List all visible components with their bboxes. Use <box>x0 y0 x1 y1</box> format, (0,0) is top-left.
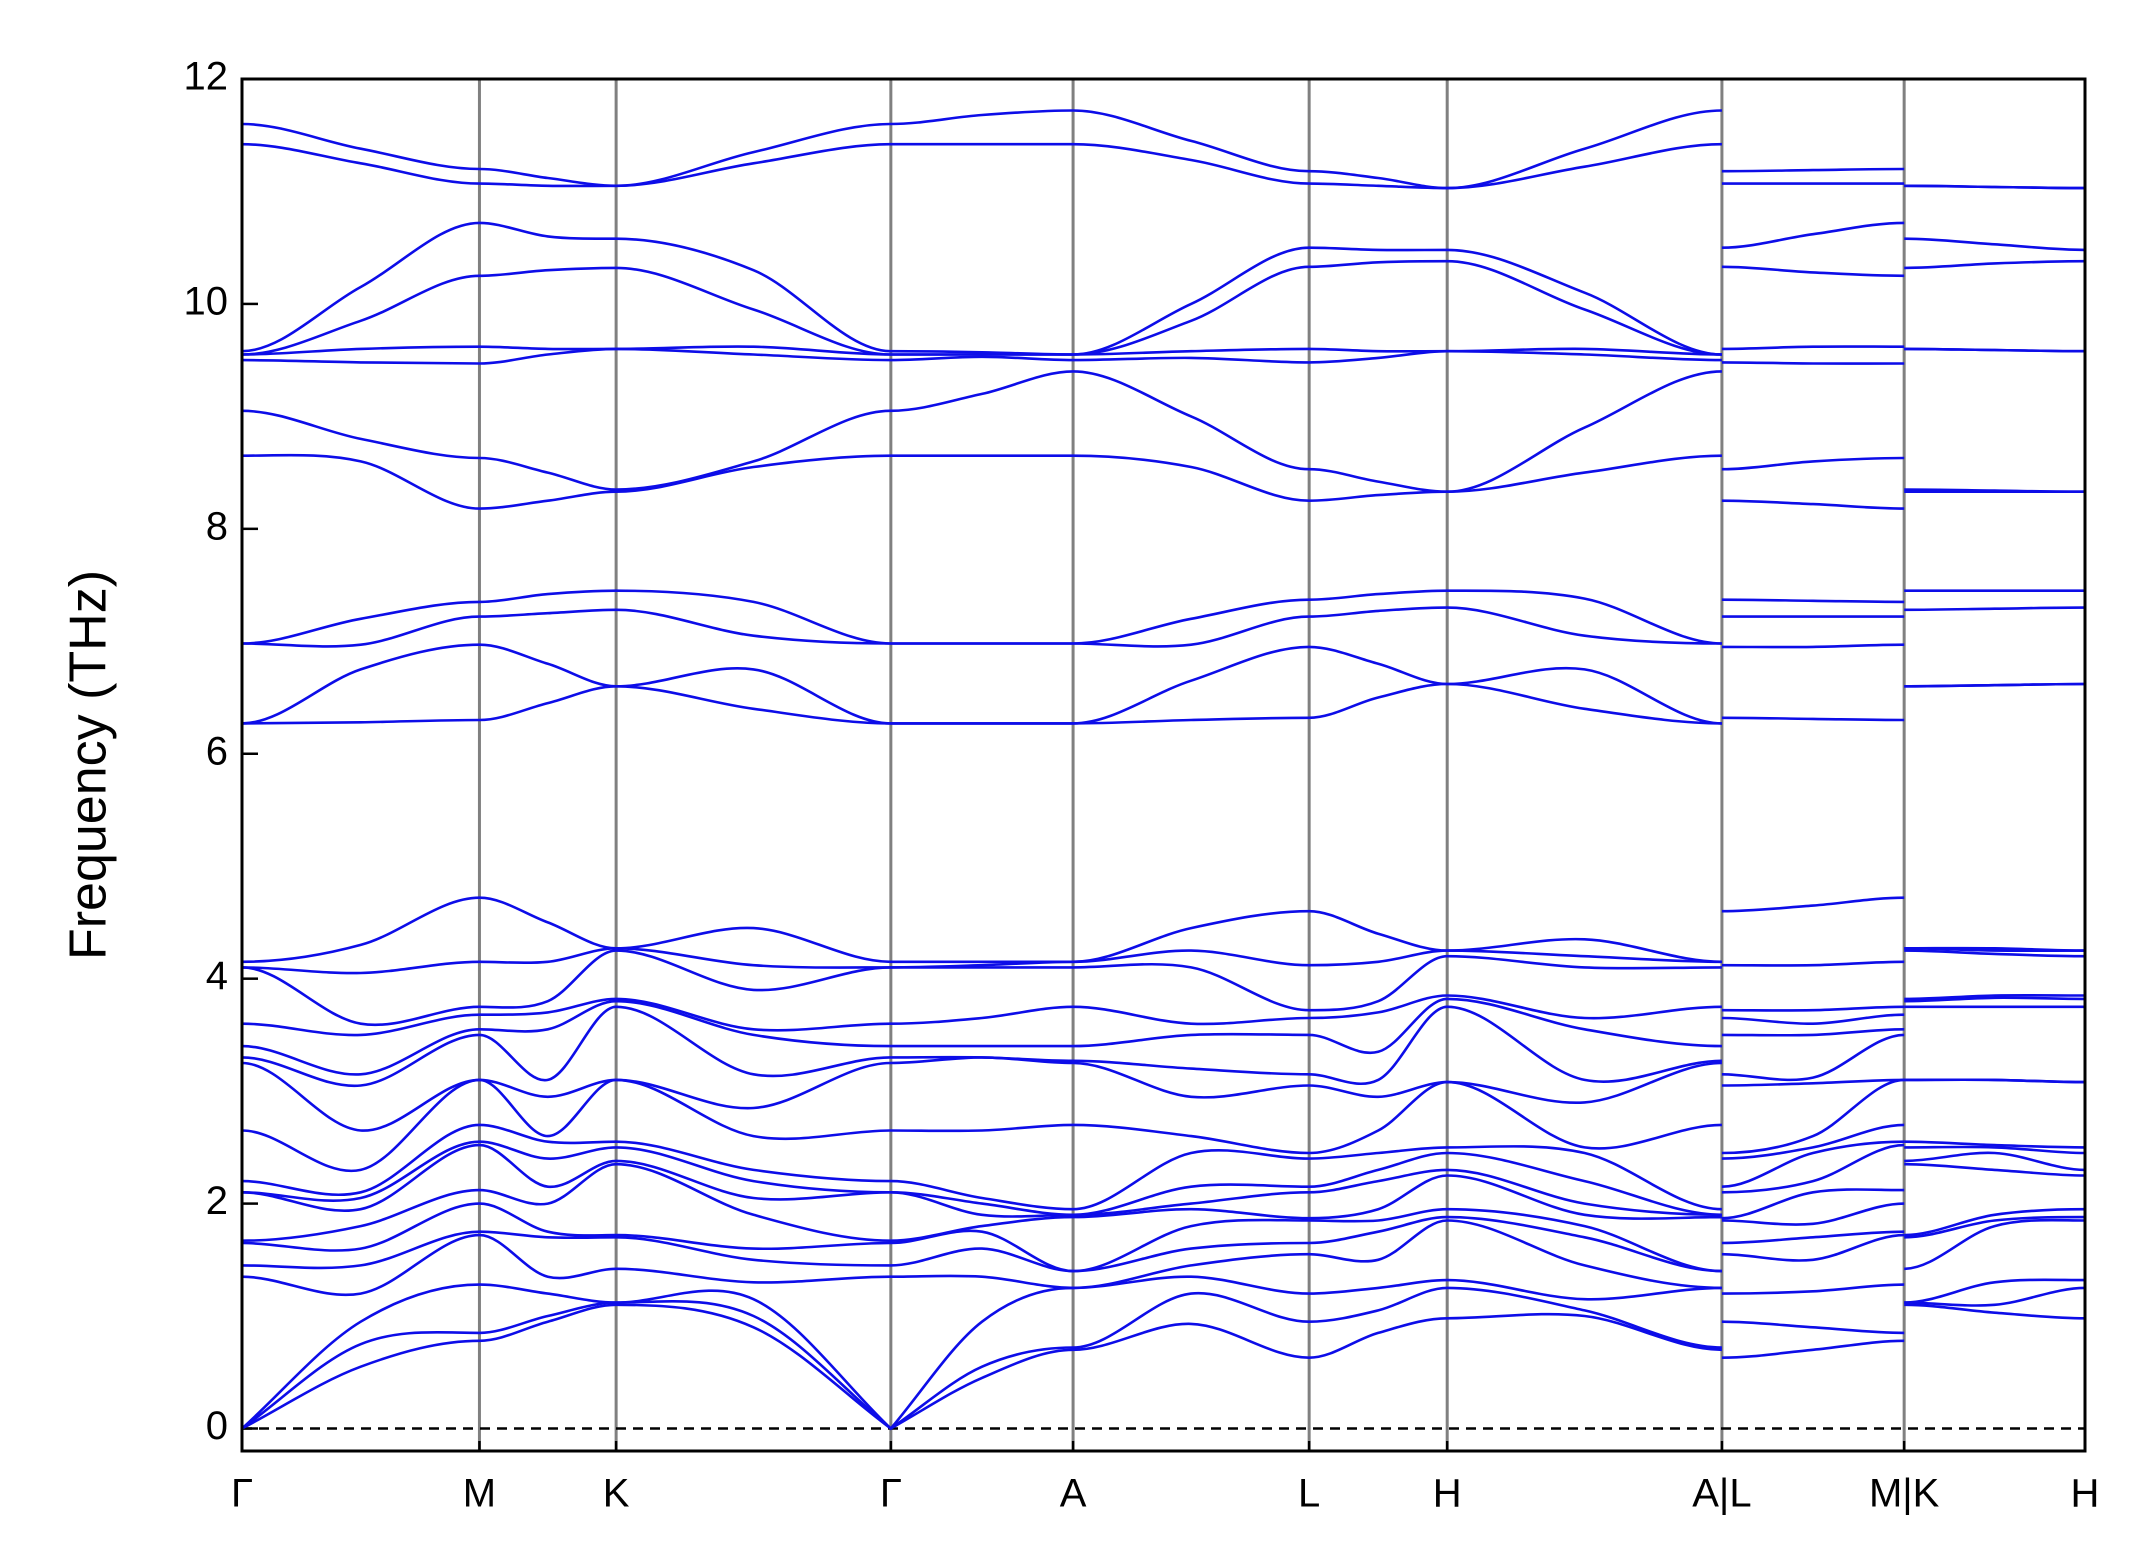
y-tick-label: 6 <box>206 729 228 773</box>
y-axis-label: Frequency (THz) <box>60 570 118 960</box>
band-line <box>241 949 2086 1027</box>
band-line <box>241 453 2085 510</box>
band-line <box>241 1162 2086 1243</box>
y-tick-label: 2 <box>206 1179 228 1223</box>
x-tick-label: K <box>603 1472 630 1516</box>
x-tick-label: M <box>463 1472 496 1516</box>
band-line <box>241 1005 2085 1088</box>
y-tick-label: 8 <box>206 504 228 548</box>
x-tick-label: Γ <box>880 1472 902 1516</box>
x-tick-label: H <box>1433 1472 1462 1516</box>
y-tick-label: 12 <box>184 55 229 99</box>
x-tick-label: M|K <box>1869 1472 1940 1516</box>
plot-frame <box>240 77 2087 1453</box>
band-line <box>241 1123 2086 1211</box>
y-tick-label: 4 <box>206 954 228 998</box>
band-line <box>241 370 2086 494</box>
x-tick-label: A|L <box>1692 1472 1751 1516</box>
band-line <box>241 896 2086 964</box>
band-line <box>241 946 2086 975</box>
band-line <box>241 109 2086 190</box>
band-line <box>241 1140 2086 1217</box>
band-line <box>241 1286 2086 1431</box>
band-line <box>241 259 2086 356</box>
band-line <box>241 1303 2086 1431</box>
band-line <box>241 1056 2086 1132</box>
band-line <box>241 643 2086 725</box>
band-line <box>241 1202 2086 1273</box>
x-tick-label: Γ <box>231 1472 253 1516</box>
y-tick-label: 10 <box>184 279 229 323</box>
band-line <box>241 345 2086 356</box>
x-tick-label: L <box>1298 1472 1320 1516</box>
x-tick-label: H <box>2071 1472 2100 1516</box>
band-line <box>241 1215 2086 1273</box>
y-tick-label: 0 <box>206 1404 228 1448</box>
band-line <box>241 1275 2086 1431</box>
x-tick-label: A <box>1060 1472 1087 1516</box>
band-line <box>241 606 2086 648</box>
band-line <box>241 1218 2086 1297</box>
band-line <box>241 682 2086 725</box>
band-line <box>241 1078 2086 1173</box>
band-line <box>241 221 2086 356</box>
band-line <box>241 142 2086 190</box>
band-line <box>241 993 2086 1037</box>
band-line <box>241 1143 2086 1218</box>
band-line <box>241 589 2085 645</box>
band-line <box>241 996 2086 1076</box>
